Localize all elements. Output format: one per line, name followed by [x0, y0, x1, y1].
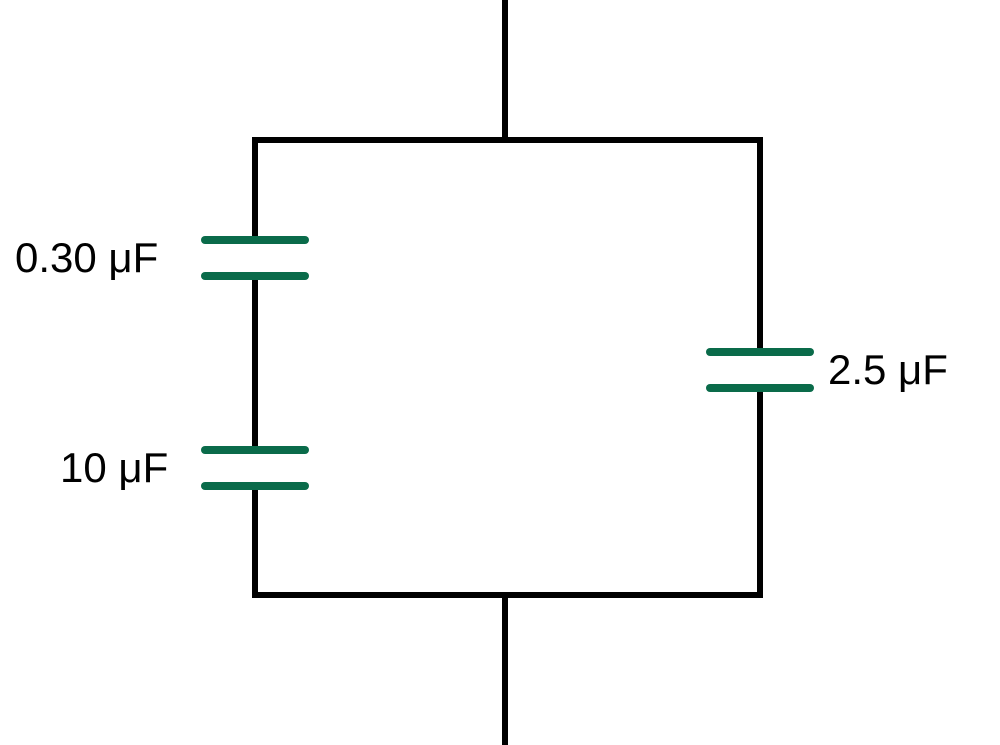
capacitor-c3-label: 2.5 μF: [828, 346, 948, 393]
capacitor-c2-label: 10 μF: [60, 444, 168, 491]
capacitor-c1-label: 0.30 μF: [15, 234, 158, 281]
circuit-diagram: 0.30 μF 10 μF 2.5 μF: [0, 0, 1000, 745]
